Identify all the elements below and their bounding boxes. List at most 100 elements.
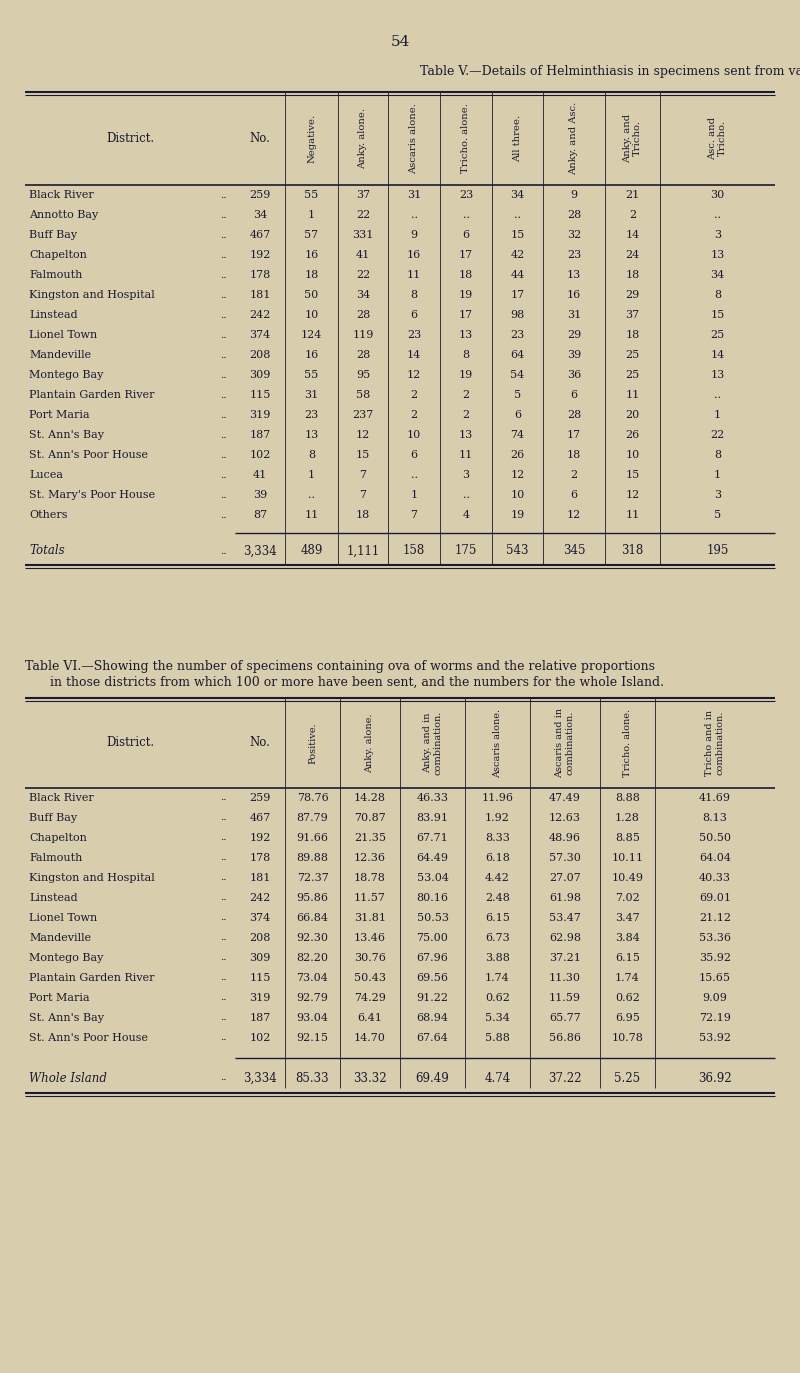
Text: 13: 13 — [710, 250, 725, 259]
Text: 5.34: 5.34 — [485, 1013, 510, 1023]
Text: 19: 19 — [510, 509, 525, 520]
Text: 14: 14 — [407, 350, 421, 360]
Text: 50.50: 50.50 — [699, 833, 731, 843]
Text: 18: 18 — [626, 330, 640, 341]
Text: Kingston and Hospital: Kingston and Hospital — [29, 290, 154, 299]
Text: 11: 11 — [626, 509, 640, 520]
Text: 13: 13 — [459, 330, 473, 341]
Text: ..: .. — [462, 210, 470, 220]
Text: Anky. and
Tricho.: Anky. and Tricho. — [622, 114, 642, 163]
Text: 31: 31 — [304, 390, 318, 400]
Text: 319: 319 — [250, 411, 270, 420]
Text: 98: 98 — [510, 310, 525, 320]
Text: St. Mary's Poor House: St. Mary's Poor House — [29, 490, 155, 500]
Text: Positive.: Positive. — [308, 722, 317, 763]
Text: 192: 192 — [250, 833, 270, 843]
Text: 12: 12 — [510, 470, 525, 481]
Text: 69.56: 69.56 — [417, 973, 449, 983]
Text: 11: 11 — [459, 450, 473, 460]
Text: Black River: Black River — [29, 794, 94, 803]
Text: Plantain Garden River: Plantain Garden River — [29, 973, 154, 983]
Text: ..: .. — [221, 833, 227, 843]
Text: 14.28: 14.28 — [354, 794, 386, 803]
Text: ..: .. — [221, 546, 227, 556]
Text: 242: 242 — [250, 892, 270, 903]
Text: Buff Bay: Buff Bay — [29, 813, 77, 822]
Text: 70.87: 70.87 — [354, 813, 386, 822]
Text: 4.74: 4.74 — [484, 1071, 510, 1085]
Text: ..: .. — [221, 794, 227, 802]
Text: ..: .. — [221, 913, 227, 923]
Text: 10: 10 — [626, 450, 640, 460]
Text: 18: 18 — [356, 509, 370, 520]
Text: 16: 16 — [567, 290, 581, 299]
Text: 3: 3 — [714, 231, 721, 240]
Text: 29: 29 — [626, 290, 640, 299]
Text: ..: .. — [410, 210, 418, 220]
Text: 195: 195 — [706, 545, 729, 557]
Text: 23: 23 — [510, 330, 525, 341]
Text: ..: .. — [410, 470, 418, 481]
Text: Plantain Garden River: Plantain Garden River — [29, 390, 154, 400]
Text: 16: 16 — [304, 250, 318, 259]
Text: 35.92: 35.92 — [699, 953, 731, 962]
Text: 14.70: 14.70 — [354, 1032, 386, 1043]
Text: 91.22: 91.22 — [417, 993, 449, 1004]
Text: ..: .. — [221, 854, 227, 862]
Text: 36.92: 36.92 — [698, 1071, 732, 1085]
Text: 50.53: 50.53 — [417, 913, 449, 923]
Text: Mandeville: Mandeville — [29, 350, 91, 360]
Text: 50.43: 50.43 — [354, 973, 386, 983]
Text: ..: .. — [221, 350, 227, 360]
Text: ..: .. — [221, 210, 227, 220]
Text: 16: 16 — [407, 250, 421, 259]
Text: 31.81: 31.81 — [354, 913, 386, 923]
Text: 12: 12 — [407, 369, 421, 380]
Text: 83.91: 83.91 — [417, 813, 449, 822]
Text: Ascaris alone.: Ascaris alone. — [410, 103, 418, 174]
Text: 21: 21 — [626, 189, 640, 200]
Text: 178: 178 — [250, 853, 270, 864]
Text: 40.33: 40.33 — [699, 873, 731, 883]
Text: 6.15: 6.15 — [615, 953, 640, 962]
Text: Falmouth: Falmouth — [29, 853, 82, 864]
Text: 3: 3 — [462, 470, 470, 481]
Text: 22: 22 — [710, 430, 725, 439]
Text: 33.32: 33.32 — [353, 1071, 387, 1085]
Text: 178: 178 — [250, 270, 270, 280]
Text: 187: 187 — [250, 1013, 270, 1023]
Text: 41.69: 41.69 — [699, 794, 731, 803]
Text: ..: .. — [221, 1034, 227, 1042]
Text: 3.47: 3.47 — [615, 913, 640, 923]
Text: Others: Others — [29, 509, 67, 520]
Text: 6: 6 — [570, 490, 578, 500]
Text: Port Maria: Port Maria — [29, 411, 90, 420]
Text: 57.30: 57.30 — [549, 853, 581, 864]
Text: Anky. alone.: Anky. alone. — [358, 108, 367, 169]
Text: 48.96: 48.96 — [549, 833, 581, 843]
Text: Falmouth: Falmouth — [29, 270, 82, 280]
Text: 102: 102 — [250, 450, 270, 460]
Text: 1: 1 — [714, 470, 721, 481]
Text: 115: 115 — [250, 973, 270, 983]
Text: 17: 17 — [510, 290, 525, 299]
Text: St. Ann's Bay: St. Ann's Bay — [29, 1013, 104, 1023]
Text: 14: 14 — [710, 350, 725, 360]
Text: Anky. and Asc.: Anky. and Asc. — [570, 102, 578, 176]
Text: 58: 58 — [356, 390, 370, 400]
Text: 345: 345 — [562, 545, 586, 557]
Text: 25: 25 — [626, 369, 640, 380]
Text: 119: 119 — [352, 330, 374, 341]
Text: 10.78: 10.78 — [611, 1032, 643, 1043]
Text: 1,111: 1,111 — [346, 545, 380, 557]
Text: 18: 18 — [626, 270, 640, 280]
Text: 237: 237 — [352, 411, 374, 420]
Text: 93.04: 93.04 — [297, 1013, 329, 1023]
Text: 74.29: 74.29 — [354, 993, 386, 1004]
Text: 13: 13 — [459, 430, 473, 439]
Text: ..: .. — [221, 431, 227, 439]
Text: 2: 2 — [462, 411, 470, 420]
Text: 11: 11 — [304, 509, 318, 520]
Text: 23: 23 — [459, 189, 473, 200]
Text: ..: .. — [221, 411, 227, 420]
